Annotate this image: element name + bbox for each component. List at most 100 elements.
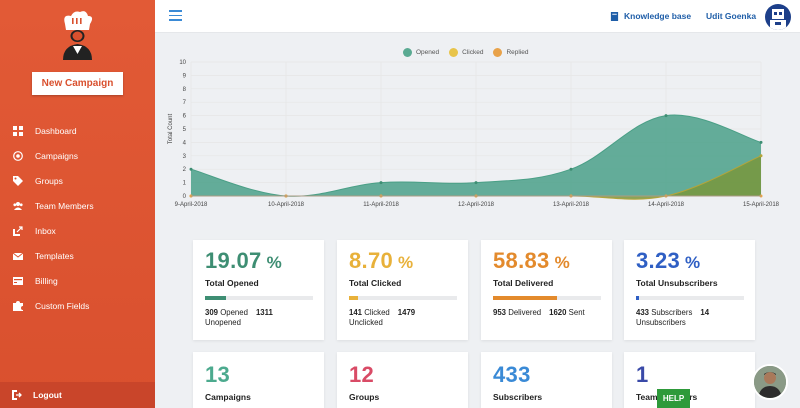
y-tick-label: 1 <box>183 181 187 187</box>
count-title: Campaigns <box>205 392 251 402</box>
logout-button[interactable]: Logout <box>0 382 155 408</box>
progress-bar <box>349 296 457 300</box>
activity-chart-svg: 0 1 2 3 4 5 6 7 8 9 10 9-April-2018 10-April-2018 11-… <box>168 60 780 208</box>
person-avatar-icon <box>754 366 786 398</box>
progress-bar <box>205 296 313 300</box>
legend-item-opened[interactable]: Opened <box>403 48 439 57</box>
series-area-opened <box>191 115 761 197</box>
billing-icon <box>12 275 24 287</box>
y-tick-label: 4 <box>183 140 187 146</box>
inbox-icon <box>12 225 24 237</box>
menu-toggle-icon[interactable] <box>169 10 182 21</box>
sidebar-item-campaigns[interactable]: Campaigns <box>0 143 155 168</box>
data-point-opened <box>379 181 383 185</box>
sidebar-item-dashboard[interactable]: Dashboard <box>0 118 155 143</box>
sidebar-item-billing[interactable]: Billing <box>0 268 155 293</box>
legend-item-replied[interactable]: Replied <box>493 48 529 57</box>
target-icon <box>12 150 24 162</box>
count-value: 1 <box>636 362 649 387</box>
stat-title: Total Clicked <box>349 278 402 288</box>
progress-bar <box>493 296 601 300</box>
count-value: 13 <box>205 362 231 387</box>
x-tick-label: 15-April-2018 <box>743 202 780 208</box>
legend-label: Replied <box>506 49 529 56</box>
stat-value: 3.23% <box>636 248 701 273</box>
legend-item-clicked[interactable]: Clicked <box>449 48 483 57</box>
tags-icon <box>12 175 24 187</box>
x-tick-label: 14-April-2018 <box>648 202 685 208</box>
legend-label: Opened <box>416 49 440 56</box>
count-card-subscribers: 433 Subscribers <box>481 352 612 408</box>
sidebar-item-label: Campaigns <box>35 150 78 161</box>
progress-bar <box>636 296 744 300</box>
robot-avatar-icon <box>770 9 786 30</box>
sidebar-item-label: Team Members <box>35 200 94 211</box>
stat-card-clicked: 8.70% Total Clicked 141 Clicked 1479 Uncli… <box>337 240 468 340</box>
sidebar-item-team-members[interactable]: Team Members <box>0 193 155 218</box>
user-name[interactable]: Udit Goenka <box>706 11 757 21</box>
y-tick-label: 3 <box>183 154 187 160</box>
series-area-clicked <box>191 155 761 200</box>
sidebar-item-inbox[interactable]: Inbox <box>0 218 155 243</box>
y-tick-label: 0 <box>183 194 187 200</box>
user-avatar[interactable] <box>765 4 791 30</box>
activity-chart: 0 1 2 3 4 5 6 7 8 9 10 9-April-2018 10-April-2018 11-… <box>155 34 800 214</box>
sidebar-item-label: Billing <box>35 275 58 286</box>
stat-value: 8.70% <box>349 248 414 273</box>
help-button[interactable]: HELP <box>657 389 690 408</box>
data-point-clicked <box>759 154 763 158</box>
y-tick-label: 10 <box>179 60 186 66</box>
x-tick-label: 9-April-2018 <box>175 202 208 208</box>
y-tick-label: 9 <box>183 73 187 79</box>
chef-logo-icon <box>63 11 93 60</box>
y-tick-label: 5 <box>183 127 187 133</box>
stat-details: 433 Subscribers 14 Unsubscribers <box>636 308 710 327</box>
legend-swatch <box>403 48 412 57</box>
sidebar-item-label: Templates <box>35 250 74 261</box>
stat-details: 141 Clicked 1479 Unclicked <box>349 308 416 327</box>
support-chat-avatar[interactable] <box>752 364 788 400</box>
stat-value: 58.83% <box>493 248 570 273</box>
users-icon <box>12 200 24 212</box>
sidebar-item-label: Dashboard <box>35 125 77 136</box>
data-point-opened <box>569 167 573 171</box>
sidebar-item-templates[interactable]: Templates <box>0 243 155 268</box>
stat-details: 309 Opened 1311 Unopened <box>205 308 273 327</box>
x-tick-label: 13-April-2018 <box>553 202 590 208</box>
dashboard-icon <box>12 125 24 137</box>
sidebar: New Campaign Dashboard Campaigns Groups … <box>0 0 155 408</box>
logout-icon <box>12 390 22 400</box>
sidebar-item-groups[interactable]: Groups <box>0 168 155 193</box>
sidebar-item-custom-fields[interactable]: Custom Fields <box>0 293 155 318</box>
count-card-groups: 12 Groups <box>337 352 468 408</box>
top-bar: Knowledge base Udit Goenka <box>155 0 800 33</box>
legend-swatch <box>449 48 459 57</box>
legend-label: Clicked <box>462 49 484 56</box>
new-campaign-button[interactable]: New Campaign <box>32 72 123 95</box>
stat-title: Total Opened <box>205 278 259 288</box>
y-tick-label: 7 <box>183 100 187 106</box>
y-tick-label: 6 <box>183 114 187 120</box>
stat-card-delivered: 58.83% Total Delivered 953 Delivered 1620… <box>481 240 612 340</box>
y-tick-label: 2 <box>183 167 187 173</box>
puzzle-icon <box>12 300 24 312</box>
sidebar-item-label: Inbox <box>35 225 56 236</box>
count-title: Subscribers <box>493 392 543 402</box>
data-point-opened <box>474 181 478 185</box>
x-tick-label: 10-April-2018 <box>268 202 305 208</box>
book-icon <box>610 11 619 21</box>
count-title: Groups <box>349 392 380 402</box>
y-axis-label: Total Count <box>168 113 174 144</box>
data-point-opened <box>759 140 763 144</box>
count-value: 433 <box>493 362 531 387</box>
knowledge-base-label: Knowledge base <box>624 11 692 21</box>
stat-card-opened: 19.07% Total Opened 309 Opened 1311 Unopen… <box>193 240 324 340</box>
stat-details: 953 Delivered 1620 Sent <box>493 308 585 317</box>
sidebar-item-label: Groups <box>35 175 63 186</box>
data-point-opened <box>664 114 668 118</box>
x-tick-label: 12-April-2018 <box>458 202 495 208</box>
stat-title: Total Unsubscribers <box>636 278 718 288</box>
knowledge-base-link[interactable]: Knowledge base <box>610 11 691 21</box>
envelope-icon <box>12 250 24 262</box>
chart-legend: Opened Clicked Replied <box>403 48 539 57</box>
